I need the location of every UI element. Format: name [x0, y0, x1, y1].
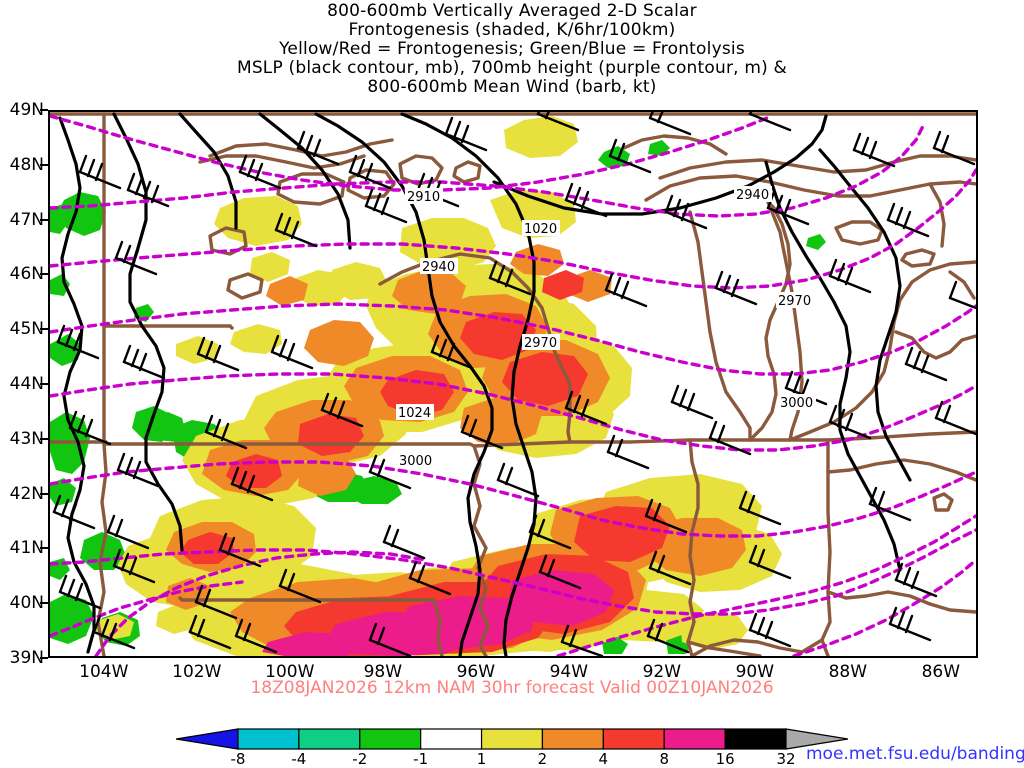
colorbar-tick-label: -4	[291, 750, 307, 768]
forecast-caption: 18Z08JAN2026 12km NAM 30hr forecast Vali…	[250, 678, 774, 698]
colorbar-tick-label: 32	[776, 750, 796, 768]
lat-tick	[40, 163, 48, 166]
height-label-2910: 2910	[407, 190, 440, 205]
lat-tick	[40, 273, 48, 276]
lon-tick-label: 88W	[828, 662, 868, 682]
height-label-3000-mid: 3000	[399, 454, 432, 469]
title-line-3: Yellow/Red = Frontogenesis; Green/Blue =…	[279, 39, 745, 59]
mslp-label-1020: 1020	[524, 222, 557, 237]
height-700mb-contours	[50, 114, 976, 656]
height-label-2970-mid: 2970	[524, 336, 557, 351]
lon-tick-label: 96W	[456, 662, 496, 682]
map-plot-area[interactable]: 2910 2940 2970 2970 3000 3000 2940	[48, 110, 978, 658]
colorbar-high-arrow	[785, 728, 848, 750]
lat-tick	[40, 383, 48, 385]
colorbar-swatch	[541, 728, 604, 750]
lon-tick-label: 102W	[172, 662, 222, 682]
colorbar-swatch	[724, 728, 787, 750]
lat-tick-label: 44N	[9, 374, 44, 394]
lat-tick-label: 46N	[9, 264, 44, 285]
lat-tick	[40, 657, 48, 659]
colorbar-swatches	[176, 728, 848, 750]
lat-tick-label: 39N	[9, 648, 44, 668]
colorbar-tick-label: 16	[715, 750, 735, 768]
colorbar-tick-label: 1	[476, 750, 487, 768]
lat-tick-label: 48N	[9, 154, 44, 175]
title-line-1: 800-600mb Vertically Averaged 2-D Scalar	[327, 1, 697, 21]
colorbar-swatch	[359, 728, 422, 750]
lat-tick-label: 43N	[9, 428, 44, 449]
colorbar-swatch	[237, 728, 300, 750]
weather-map: 2910 2940 2970 2970 3000 3000 2940	[50, 112, 976, 656]
lat-tick	[40, 492, 48, 495]
colorbar-tick-label: 8	[659, 750, 669, 768]
title-line-2: Frontogenesis (shaded, K/6hr/100km)	[348, 20, 676, 40]
lat-tick	[40, 218, 48, 221]
title-line-5: 800-600mb Mean Wind (barb, kt)	[367, 77, 657, 97]
height-label-2970-east: 2970	[778, 294, 811, 309]
lat-tick	[40, 437, 48, 440]
lat-tick-label: 47N	[9, 209, 44, 230]
colorbar-swatch	[420, 728, 483, 750]
contour-value-labels: 2910 2940 2970 2970 3000 3000 2940	[396, 186, 816, 469]
colorbar-tick-label: -1	[413, 750, 429, 768]
colorbar-tick-label: -8	[230, 750, 246, 768]
mslp-contours	[58, 112, 912, 656]
title-line-4: MSLP (black contour, mb), 700mb height (…	[236, 58, 788, 78]
colorbar-swatch	[602, 728, 665, 750]
lat-tick-label: 45N	[9, 319, 44, 340]
lat-tick	[40, 109, 48, 111]
height-label-2940-ne: 2940	[736, 188, 769, 203]
colorbar-swatch	[663, 728, 726, 750]
lat-tick	[40, 602, 48, 605]
colorbar[interactable]: -8 -4 -2 -1 1 2 4 8 16 32	[176, 728, 848, 768]
lon-tick-label: 92W	[642, 662, 682, 682]
lon-tick-label: 98W	[363, 662, 403, 682]
colorbar-tick-label: 4	[598, 750, 609, 768]
lat-tick	[40, 328, 48, 331]
colorbar-swatch	[298, 728, 361, 750]
colorbar-tick-label: -2	[352, 750, 368, 768]
mslp-label-1024: 1024	[398, 406, 431, 421]
lat-tick-label: 42N	[9, 483, 44, 504]
lat-tick	[40, 547, 48, 550]
lon-tick-label: 90W	[735, 662, 775, 682]
wind-barbs	[52, 112, 976, 656]
lat-tick-label: 49N	[9, 100, 44, 120]
lon-tick-label: 100W	[265, 662, 315, 682]
lon-tick-label: 104W	[79, 662, 129, 682]
height-label-2940: 2940	[422, 260, 455, 275]
colorbar-low-arrow	[176, 728, 239, 750]
colorbar-swatch	[480, 728, 544, 750]
lon-tick-label: 86W	[921, 662, 961, 682]
lon-tick-label: 94W	[549, 662, 589, 682]
chart-title: 800-600mb Vertically Averaged 2-D Scalar…	[0, 2, 1024, 97]
source-watermark: moe.met.fsu.edu/banding	[806, 744, 1024, 764]
lat-tick-label: 40N	[9, 593, 44, 614]
lat-tick-label: 41N	[9, 538, 44, 559]
colorbar-tick-label: 2	[537, 750, 548, 768]
height-label-3000-east: 3000	[780, 396, 813, 411]
